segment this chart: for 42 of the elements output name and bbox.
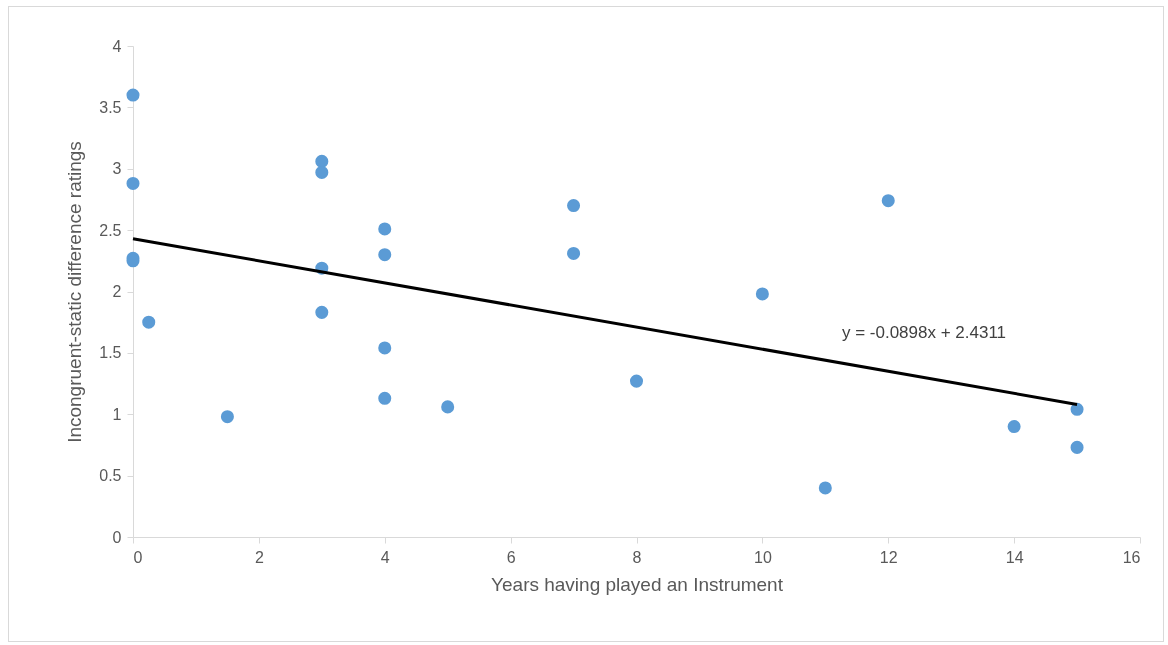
point: [1007, 420, 1021, 434]
point: [629, 374, 644, 388]
y-tick-label: 4: [112, 37, 122, 55]
point: [142, 315, 156, 329]
x-tick-label: 10: [753, 548, 772, 566]
x-tick-label: 14: [1005, 548, 1024, 566]
point: [378, 341, 392, 355]
y-axis-title: Incongruent-static difference ratings: [64, 141, 86, 443]
point: [1070, 402, 1084, 416]
y-tick-label: 2.5: [99, 221, 122, 239]
point: [1070, 440, 1084, 454]
point: [378, 222, 392, 236]
y-tick-label: 0: [112, 528, 122, 546]
point: [881, 194, 895, 208]
y-tick-label: 3: [112, 160, 122, 178]
point: [315, 165, 329, 179]
x-tick-label: 12: [879, 548, 898, 566]
point: [818, 481, 832, 495]
point: [378, 391, 392, 405]
point: [315, 154, 329, 168]
point: [220, 410, 234, 424]
x-tick-label: 16: [1122, 548, 1141, 566]
x-tick-label: 2: [254, 548, 264, 566]
y-tick-label: 3.5: [99, 98, 122, 116]
point: [567, 199, 581, 213]
y-tick-label: 1.5: [99, 344, 122, 362]
point: [755, 287, 769, 301]
y-tick-label: 1: [112, 405, 122, 423]
x-tick-label: 6: [506, 548, 516, 566]
y-tick-label: 2: [112, 283, 122, 300]
point: [567, 246, 581, 260]
point: [126, 176, 140, 190]
x-tick-label: 8: [632, 548, 642, 566]
x-tick-label: 0: [133, 548, 143, 566]
point: [126, 88, 140, 102]
point: [441, 400, 455, 414]
x-tick-label: 4: [380, 548, 390, 566]
annotation: y = -0.0898x + 2.4311: [841, 323, 1007, 343]
x-axis-title: Years having played an Instrument: [491, 573, 784, 595]
point: [378, 248, 392, 262]
y-tick-label: 0.5: [99, 467, 122, 485]
point: [315, 305, 329, 319]
